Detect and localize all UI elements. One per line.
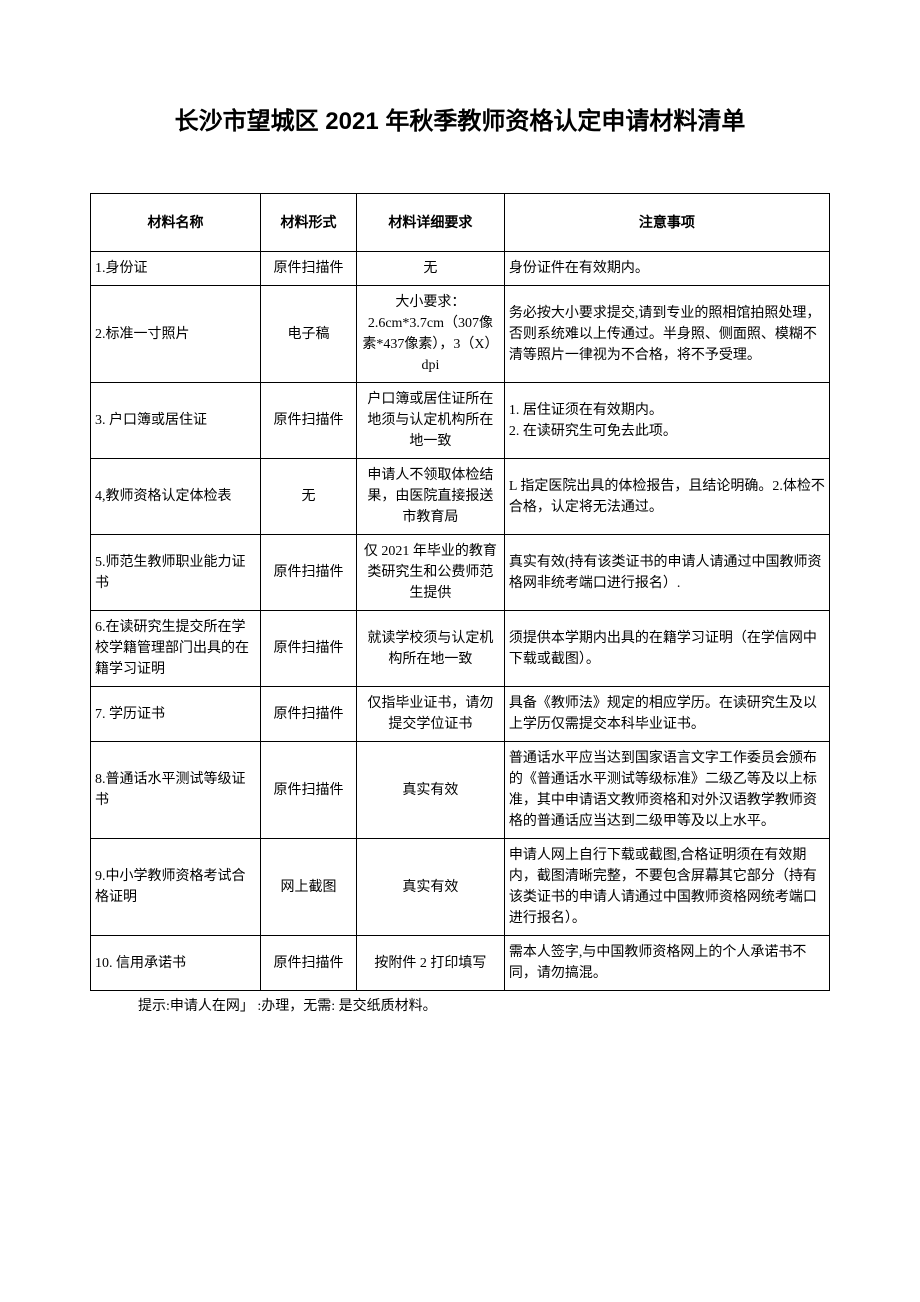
footnote: 提示:申请人在网」 :办理，无需: 是交纸质材料。: [90, 995, 830, 1015]
cell-name: 3. 户口簿或居住证: [91, 383, 261, 459]
materials-table: 材料名称 材料形式 材料详细要求 注意事项 1.身份证原件扫描件无身份证件在有效…: [90, 193, 830, 991]
table-row: 4,教师资格认定体检表无申请人不领取体检结果，由医院直接报送市教育局L 指定医院…: [91, 459, 830, 535]
cell-note: 1. 居住证须在有效期内。 2. 在读研究生可免去此项。: [504, 383, 829, 459]
cell-name: 9.中小学教师资格考试合格证明: [91, 839, 261, 936]
header-name: 材料名称: [91, 194, 261, 252]
table-row: 9.中小学教师资格考试合格证明网上截图真实有效申请人网上自行下载或截图,合格证明…: [91, 839, 830, 936]
table-row: 10. 信用承诺书原件扫描件按附件 2 打印填写需本人签字,与中国教师资格网上的…: [91, 936, 830, 991]
cell-form: 原件扫描件: [260, 742, 356, 839]
cell-detail: 仅 2021 年毕业的教育类研究生和公费师范生提供: [357, 535, 505, 611]
table-row: 3. 户口簿或居住证原件扫描件户口簿或居住证所在地须与认定机构所在地一致1. 居…: [91, 383, 830, 459]
cell-detail: 按附件 2 打印填写: [357, 936, 505, 991]
table-row: 5.师范生教师职业能力证书原件扫描件仅 2021 年毕业的教育类研究生和公费师范…: [91, 535, 830, 611]
cell-form: 原件扫描件: [260, 535, 356, 611]
cell-detail: 申请人不领取体检结果，由医院直接报送市教育局: [357, 459, 505, 535]
cell-form: 原件扫描件: [260, 687, 356, 742]
cell-detail: 真实有效: [357, 742, 505, 839]
cell-note: 须提供本学期内出具的在籍学习证明（在学信网中下载或截图）。: [504, 611, 829, 687]
cell-note: L 指定医院出具的体检报告，且结论明确。2.体检不合格，认定将无法通过。: [504, 459, 829, 535]
cell-form: 网上截图: [260, 839, 356, 936]
cell-name: 1.身份证: [91, 252, 261, 286]
cell-name: 4,教师资格认定体检表: [91, 459, 261, 535]
cell-name: 6.在读研究生提交所在学校学籍管理部门出具的在籍学习证明: [91, 611, 261, 687]
cell-name: 5.师范生教师职业能力证书: [91, 535, 261, 611]
cell-detail: 就读学校须与认定机构所在地一致: [357, 611, 505, 687]
cell-form: 原件扫描件: [260, 936, 356, 991]
cell-name: 8.普通话水平测试等级证书: [91, 742, 261, 839]
header-note: 注意事项: [504, 194, 829, 252]
cell-note: 身份证件在有效期内。: [504, 252, 829, 286]
page-title: 长沙市望城区 2021 年秋季教师资格认定申请材料清单: [90, 100, 830, 143]
cell-name: 7. 学历证书: [91, 687, 261, 742]
table-header-row: 材料名称 材料形式 材料详细要求 注意事项: [91, 194, 830, 252]
table-row: 8.普通话水平测试等级证书原件扫描件真实有效普通话水平应当达到国家语言文字工作委…: [91, 742, 830, 839]
table-row: 6.在读研究生提交所在学校学籍管理部门出具的在籍学习证明原件扫描件就读学校须与认…: [91, 611, 830, 687]
cell-detail: 仅指毕业证书，请勿提交学位证书: [357, 687, 505, 742]
cell-name: 10. 信用承诺书: [91, 936, 261, 991]
cell-name: 2.标准一寸照片: [91, 286, 261, 383]
cell-note: 申请人网上自行下载或截图,合格证明须在有效期内，截图清晰完整，不要包含屏幕其它部…: [504, 839, 829, 936]
cell-note: 真实有效(持有该类证书的申请人请通过中国教师资格网非统考端口进行报名）.: [504, 535, 829, 611]
cell-note: 需本人签字,与中国教师资格网上的个人承诺书不同，请勿搞混。: [504, 936, 829, 991]
cell-form: 无: [260, 459, 356, 535]
cell-detail: 无: [357, 252, 505, 286]
cell-note: 普通话水平应当达到国家语言文字工作委员会颁布的《普通话水平测试等级标准》二级乙等…: [504, 742, 829, 839]
table-row: 1.身份证原件扫描件无身份证件在有效期内。: [91, 252, 830, 286]
cell-detail: 大小要求：2.6cm*3.7cm（307像素*437像素），3（X）dpi: [357, 286, 505, 383]
cell-detail: 户口簿或居住证所在地须与认定机构所在地一致: [357, 383, 505, 459]
cell-detail: 真实有效: [357, 839, 505, 936]
cell-form: 原件扫描件: [260, 252, 356, 286]
cell-form: 电子稿: [260, 286, 356, 383]
table-row: 7. 学历证书原件扫描件仅指毕业证书，请勿提交学位证书具备《教师法》规定的相应学…: [91, 687, 830, 742]
header-detail: 材料详细要求: [357, 194, 505, 252]
header-form: 材料形式: [260, 194, 356, 252]
cell-note: 具备《教师法》规定的相应学历。在读研究生及以上学历仅需提交本科毕业证书。: [504, 687, 829, 742]
cell-form: 原件扫描件: [260, 611, 356, 687]
table-row: 2.标准一寸照片电子稿大小要求：2.6cm*3.7cm（307像素*437像素）…: [91, 286, 830, 383]
cell-form: 原件扫描件: [260, 383, 356, 459]
cell-note: 务必按大小要求提交,请到专业的照相馆拍照处理，否则系统难以上传通过。半身照、侧面…: [504, 286, 829, 383]
